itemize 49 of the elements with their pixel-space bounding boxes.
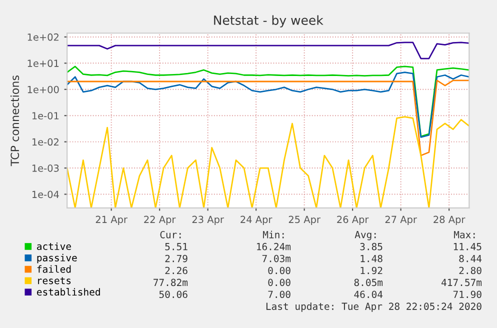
text: 1.48 [360,254,382,262]
line-series [67,80,470,156]
y-tick-label: 1e-04 [32,190,59,198]
text: 2.26 [165,266,188,274]
text: 417.57m [442,278,482,286]
legend-label: active [37,242,71,250]
chart-title: Netstat - by week [214,15,324,28]
text: 50.06 [159,290,188,298]
text: 11.45 [454,243,482,250]
line-series [67,42,470,60]
y-tick-label: 1e+00 [28,86,59,94]
x-tick-label: 27 Apr [385,216,417,225]
text: 3.85 [360,242,382,250]
y-tick-label: 1e-02 [32,138,58,146]
text: 7.00 [268,290,290,298]
text: 2.80 [459,266,482,274]
y-tick-label: 1e-01 [32,112,59,120]
text: 5.51 [165,243,188,250]
text: 1.92 [360,266,382,274]
text: 16.24m [257,242,291,250]
y-axis-title: TCP connections [10,76,20,166]
x-tick-label: 22 Apr [144,216,176,225]
text: Avg: [354,231,376,240]
x-tick-label: 21 Apr [96,216,128,225]
y-tick-label: 1e+01 [28,60,59,68]
x-tick-label: 23 Apr [192,216,224,225]
text: 8.44 [459,254,482,262]
x-tick-label: 28 Apr [434,216,466,225]
text: 7.03m [262,254,291,262]
legend-label: passive [37,254,77,264]
text: 71.90 [453,290,482,298]
legend-label: established [36,288,100,296]
y-tick-label: 1e-03 [32,164,59,172]
text: Last update: Tue Apr 28 22:05:24 2020 [266,302,482,312]
text: Min: [263,230,284,238]
x-tick-label: 24 Apr [240,216,272,225]
text: Cur: [160,230,181,238]
text: 8.05m [354,278,383,286]
y-tick-label: 1e+02 [28,33,58,41]
legend-label: resets [38,277,71,284]
text: Max: [454,231,475,238]
text: 0.00 [268,266,290,274]
legend-label: failed [37,265,71,273]
x-tick-label: 25 Apr [288,216,320,225]
text: 2.79 [165,254,188,262]
text: 0.00 [268,278,290,286]
x-tick-label: 26 Apr [337,216,369,225]
text: 46.04 [354,290,383,298]
text: 77.82m [154,278,188,286]
